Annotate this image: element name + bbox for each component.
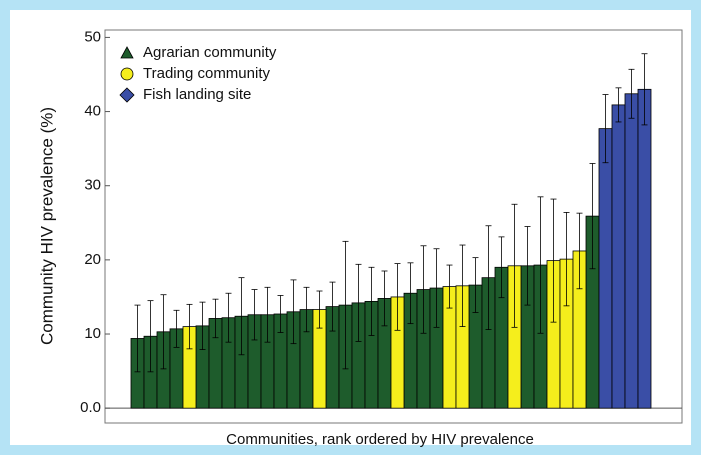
plot-frame	[104, 29, 683, 424]
y-tick-label: 20	[84, 251, 101, 268]
y-tick-label: 40	[84, 103, 101, 120]
error-bar	[199, 301, 206, 350]
error-bar	[316, 290, 323, 329]
error-bar	[433, 248, 440, 328]
error-bar	[368, 266, 375, 336]
error-bar	[628, 68, 635, 119]
y-tick-label: 0.0	[80, 399, 101, 416]
y-tick-label: 50	[84, 28, 101, 45]
error-bar	[407, 262, 414, 325]
y-tick-label: 10	[84, 325, 101, 342]
error-bar	[355, 263, 362, 342]
error-bar	[147, 300, 154, 373]
error-bar	[641, 53, 648, 126]
error-bar	[277, 295, 284, 333]
error-bar	[225, 292, 232, 343]
error-bar	[446, 264, 453, 309]
error-bar	[524, 226, 531, 306]
error-bar	[303, 286, 310, 333]
y-axis-label: Community HIV prevalence (%)	[37, 107, 56, 345]
error-bar	[160, 294, 167, 370]
error-bar	[459, 244, 466, 328]
error-bar	[550, 198, 557, 323]
error-bar	[173, 309, 180, 348]
error-bar	[420, 245, 427, 334]
error-bar	[381, 270, 388, 327]
legend-label: Trading community	[143, 65, 270, 82]
error-bar	[563, 212, 570, 307]
legend-label: Agrarian community	[143, 44, 277, 61]
error-bar	[602, 94, 609, 164]
error-bar	[589, 163, 596, 270]
bar	[624, 93, 639, 409]
error-bar	[290, 279, 297, 345]
error-bar	[537, 196, 544, 334]
error-bar	[511, 203, 518, 328]
error-bar	[342, 240, 349, 370]
legend-marker	[120, 67, 134, 81]
error-bar	[576, 212, 583, 290]
bar	[611, 104, 626, 409]
error-bar	[498, 236, 505, 299]
error-bar	[251, 289, 258, 341]
error-bar	[615, 87, 622, 123]
error-bar	[394, 263, 401, 331]
error-bar	[186, 303, 193, 350]
error-bar	[212, 298, 219, 339]
bar	[598, 128, 613, 409]
error-bar	[329, 281, 336, 332]
error-bar	[472, 257, 479, 313]
error-bar	[485, 225, 492, 330]
error-bar	[264, 286, 271, 343]
bar	[637, 88, 652, 409]
legend-label: Fish landing site	[143, 86, 251, 103]
legend-marker	[119, 87, 135, 103]
x-axis-label: Communities, rank ordered by HIV prevale…	[226, 431, 534, 448]
error-bar	[238, 277, 245, 356]
error-bar	[134, 304, 141, 373]
y-tick-label: 30	[84, 177, 101, 194]
legend-marker	[120, 46, 134, 59]
